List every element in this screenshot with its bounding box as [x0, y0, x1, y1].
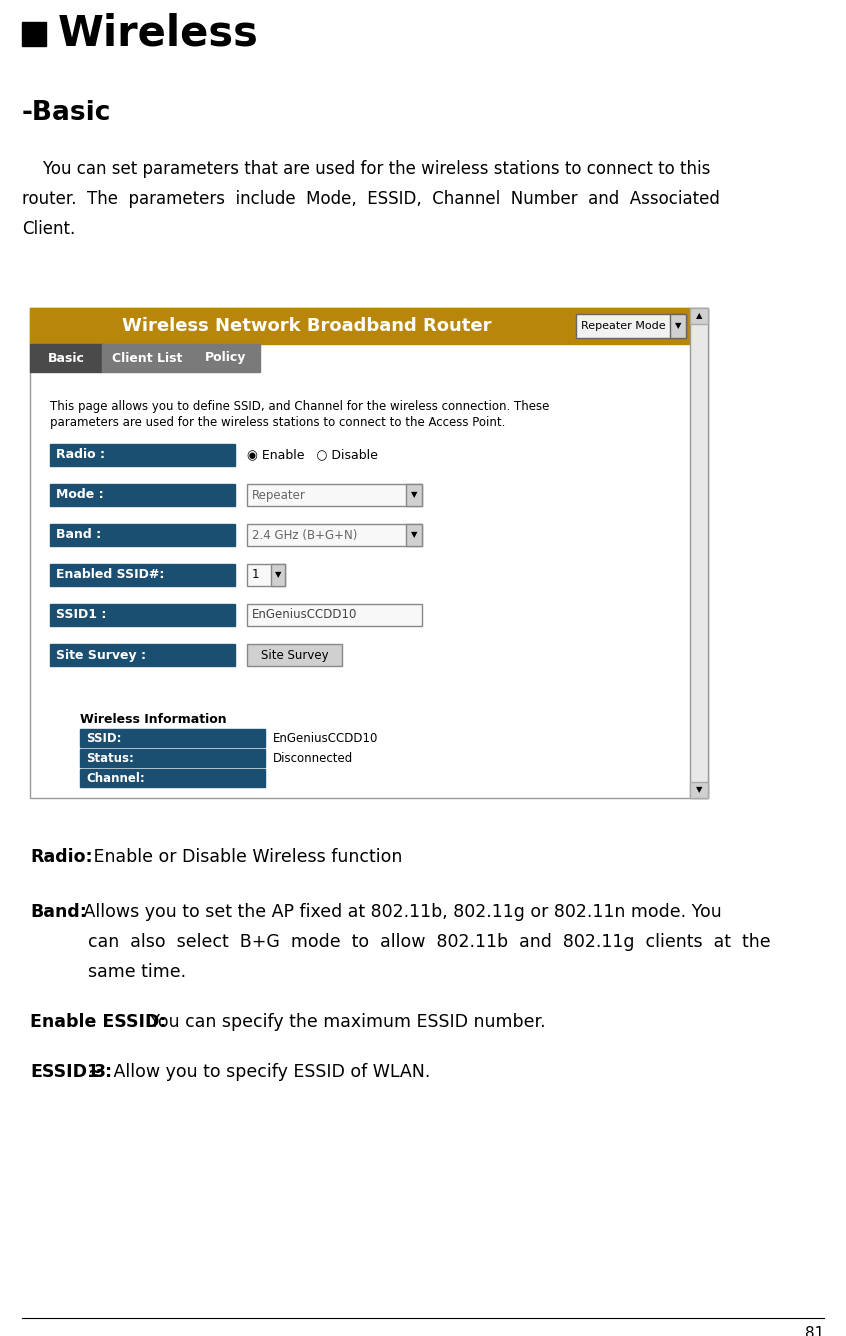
Text: Wireless Information: Wireless Information — [80, 713, 227, 725]
Bar — [50, 644, 235, 667]
Text: Policy: Policy — [206, 351, 247, 365]
Text: SSID1 :: SSID1 : — [56, 608, 107, 621]
Text: Radio :: Radio : — [56, 449, 105, 461]
Bar — [30, 309, 708, 798]
Text: Site Survey: Site Survey — [261, 648, 328, 661]
Text: This page allows you to define SSID, and Channel for the wireless connection. Th: This page allows you to define SSID, and… — [50, 399, 549, 413]
Text: 3:: 3: — [94, 1063, 113, 1081]
Bar — [50, 484, 235, 506]
Text: ◉ Enable   ○ Disable: ◉ Enable ○ Disable — [247, 449, 378, 461]
Text: Mode :: Mode : — [56, 489, 103, 501]
Bar — [406, 484, 422, 506]
Text: Allow you to specify ESSID of WLAN.: Allow you to specify ESSID of WLAN. — [108, 1063, 431, 1081]
Text: Allows you to set the AP fixed at 802.11b, 802.11g or 802.11n mode. You: Allows you to set the AP fixed at 802.11… — [78, 903, 722, 921]
Bar — [50, 604, 235, 627]
Text: ~: ~ — [87, 1063, 102, 1081]
Bar — [102, 343, 192, 371]
Text: Client List: Client List — [112, 351, 182, 365]
Bar — [192, 343, 260, 371]
Text: ▲: ▲ — [695, 311, 702, 321]
Text: EnGeniusCCDD10: EnGeniusCCDD10 — [273, 732, 378, 744]
Bar — [80, 770, 265, 787]
Text: Repeater: Repeater — [252, 489, 306, 501]
Bar — [670, 314, 686, 338]
Text: Basic: Basic — [47, 351, 85, 365]
Text: SSID:: SSID: — [86, 732, 122, 744]
Text: Site Survey :: Site Survey : — [56, 648, 146, 661]
Bar — [690, 309, 708, 798]
Text: same time.: same time. — [88, 963, 186, 981]
Bar — [247, 484, 422, 506]
Text: parameters are used for the wireless stations to connect to the Access Point.: parameters are used for the wireless sta… — [50, 415, 505, 429]
Text: Status:: Status: — [86, 751, 134, 764]
Text: Radio:: Radio: — [30, 848, 92, 866]
Bar — [80, 729, 265, 747]
Bar — [247, 644, 342, 667]
Text: router.  The  parameters  include  Mode,  ESSID,  Channel  Number  and  Associat: router. The parameters include Mode, ESS… — [22, 190, 720, 208]
Bar — [247, 524, 422, 546]
Text: Disconnected: Disconnected — [273, 751, 354, 764]
Text: Enable ESSID:: Enable ESSID: — [30, 1013, 167, 1031]
Bar — [50, 524, 235, 546]
Text: Enable or Disable Wireless function: Enable or Disable Wireless function — [88, 848, 403, 866]
Text: Repeater Mode: Repeater Mode — [581, 321, 666, 331]
Text: You can set parameters that are used for the wireless stations to connect to thi: You can set parameters that are used for… — [22, 160, 711, 178]
Text: Wireless Network Broadband Router: Wireless Network Broadband Router — [123, 317, 492, 335]
Text: Enabled SSID#:: Enabled SSID#: — [56, 569, 164, 581]
Text: ▼: ▼ — [695, 786, 702, 795]
Text: Client.: Client. — [22, 220, 75, 238]
Bar — [690, 782, 708, 798]
Text: can  also  select  B+G  mode  to  allow  802.11b  and  802.11g  clients  at  the: can also select B+G mode to allow 802.11… — [88, 933, 771, 951]
Text: ▼: ▼ — [411, 490, 417, 500]
Bar — [690, 309, 708, 325]
Text: ▼: ▼ — [675, 322, 681, 330]
Bar — [406, 524, 422, 546]
Bar — [30, 309, 690, 343]
Bar — [22, 21, 46, 45]
Bar — [50, 564, 235, 587]
Text: ESSID1: ESSID1 — [30, 1063, 99, 1081]
Bar — [30, 343, 102, 371]
Bar — [80, 749, 265, 767]
Text: Channel:: Channel: — [86, 771, 145, 784]
Bar — [50, 444, 235, 466]
Text: Band:: Band: — [30, 903, 87, 921]
Bar — [576, 314, 686, 338]
Text: 81: 81 — [805, 1327, 824, 1336]
Text: Wireless: Wireless — [58, 13, 259, 55]
Text: 2.4 GHz (B+G+N): 2.4 GHz (B+G+N) — [252, 529, 357, 541]
Text: ▼: ▼ — [411, 530, 417, 540]
Bar — [271, 564, 285, 587]
Text: Band :: Band : — [56, 529, 102, 541]
Text: ▼: ▼ — [275, 570, 281, 580]
Text: EnGeniusCCDD10: EnGeniusCCDD10 — [252, 608, 357, 621]
Bar — [247, 604, 422, 627]
Text: 1: 1 — [252, 569, 260, 581]
Text: -Basic: -Basic — [22, 100, 112, 126]
Text: You can specify the maximum ESSID number.: You can specify the maximum ESSID number… — [144, 1013, 546, 1031]
Bar — [247, 564, 285, 587]
